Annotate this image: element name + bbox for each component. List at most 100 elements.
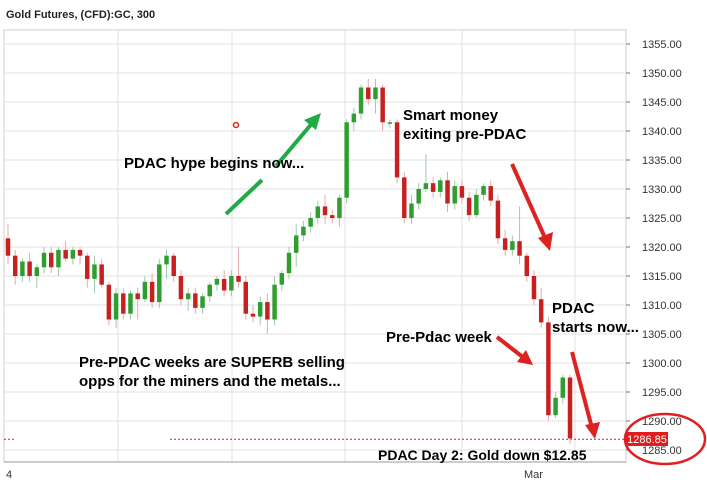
grid (3, 29, 627, 463)
plot-frame (3, 29, 627, 463)
annotation-smart-money-line2: exiting pre-PDAC (403, 126, 527, 143)
red-arrowhead-icon (585, 422, 600, 439)
y-tick-label: 1315.00 (642, 271, 682, 283)
y-tick-label: 1285.00 (642, 445, 682, 457)
y-tick-label: 1335.00 (642, 155, 682, 167)
candle-body (567, 377, 573, 439)
candle-body (560, 377, 566, 398)
candle-body (207, 284, 212, 297)
candle-body (380, 87, 385, 123)
red-arrow-icon (570, 351, 594, 429)
candle-body (5, 238, 11, 256)
y-tick-label: 1320.00 (642, 242, 682, 254)
candle-body (531, 276, 537, 300)
candle-body (27, 261, 32, 276)
candle-body (502, 238, 508, 250)
candle-body (41, 252, 47, 268)
candle-body (171, 255, 176, 276)
candle-body (366, 87, 371, 100)
green-arrow-icon (224, 178, 264, 216)
y-tick-label: 1330.00 (642, 184, 682, 196)
candle-body (546, 322, 551, 416)
candle-body (236, 276, 241, 282)
candle-body (308, 218, 313, 227)
annotation-pre-pdac-week: Pre-Pdac week (386, 329, 492, 346)
y-tick-label: 1325.00 (642, 213, 682, 225)
y-tick-label: 1305.00 (642, 329, 682, 341)
candle-body (178, 276, 184, 300)
price-axis[interactable]: 1285.00 1290.00 1295.00 1300.00 1305.00 1310.… (626, 39, 682, 457)
time-axis[interactable]: 4 Mar (4, 461, 626, 481)
candle-body (12, 255, 18, 276)
candle-body (351, 113, 357, 123)
y-tick-label: 1355.00 (642, 39, 682, 51)
red-arrow-icon (495, 335, 526, 360)
candle-body (85, 255, 90, 279)
candle-body (474, 194, 479, 216)
annotation-pdac-hype: PDAC hype begins now... (124, 155, 305, 172)
y-tick-label: 1310.00 (642, 300, 682, 312)
candle-body (452, 186, 457, 204)
candle-body (301, 226, 306, 236)
candle-body (257, 302, 263, 317)
candle-body (373, 87, 378, 100)
candle-body (113, 293, 119, 320)
red-arrowhead-icon (517, 350, 533, 365)
red-arrowhead-icon (538, 232, 553, 251)
candle-body (286, 252, 292, 274)
current-price-label: 1286.85 (627, 434, 667, 446)
candle-body (106, 284, 112, 320)
candle-body (77, 249, 83, 256)
candle-body (524, 255, 530, 276)
chart-title: Gold Futures, (CFD):GC, 300 (6, 9, 156, 21)
candle-body (70, 249, 76, 259)
candle-body (409, 203, 414, 218)
candle-body (279, 273, 285, 285)
candle-body (193, 293, 198, 308)
y-tick-label: 1345.00 (642, 97, 682, 109)
candle-body (466, 197, 472, 216)
candles (5, 78, 573, 445)
candle-body (517, 241, 522, 256)
annotation-pdac-starts-line1: PDAC (552, 300, 595, 317)
candle-body (553, 397, 558, 416)
candle-body (438, 180, 443, 192)
candle-body (243, 281, 249, 314)
x-tick-label: 4 (6, 469, 12, 481)
candle-body (135, 293, 140, 300)
candle-body (329, 215, 335, 218)
candle-body (99, 264, 104, 285)
candle-body (149, 281, 155, 303)
annotation-pdac-day2: PDAC Day 2: Gold down $12.85 (378, 447, 587, 463)
candle-body (128, 293, 133, 314)
candle-body (63, 249, 68, 259)
candle-body (538, 299, 544, 323)
candle-body (293, 235, 299, 253)
candle-body (416, 189, 421, 204)
candle-body (34, 267, 40, 276)
candle-body (164, 255, 169, 265)
green-arrow-icon (274, 119, 316, 168)
candle-body (92, 264, 97, 279)
candle-body (510, 241, 515, 250)
candle-body (423, 183, 429, 189)
candle-body (121, 293, 126, 314)
candle-body (221, 278, 227, 291)
candle-body (200, 296, 205, 308)
candle-body (265, 302, 270, 320)
y-tick-label: 1290.00 (642, 416, 682, 428)
candle-body (272, 284, 277, 320)
marker-dot (232, 121, 240, 129)
annotation-smart-money-line1: Smart money (403, 107, 499, 124)
candle-body (394, 122, 400, 178)
candle-body (337, 197, 342, 218)
y-tick-label: 1300.00 (642, 358, 682, 370)
x-tick-label: Mar (524, 469, 543, 481)
annotation-pre-pdac-weeks-line2: opps for the miners and the metals... (79, 373, 341, 390)
candle-body (459, 186, 465, 198)
red-arrow-icon (510, 163, 548, 241)
candle-body (488, 186, 493, 201)
candle-body (142, 281, 148, 300)
